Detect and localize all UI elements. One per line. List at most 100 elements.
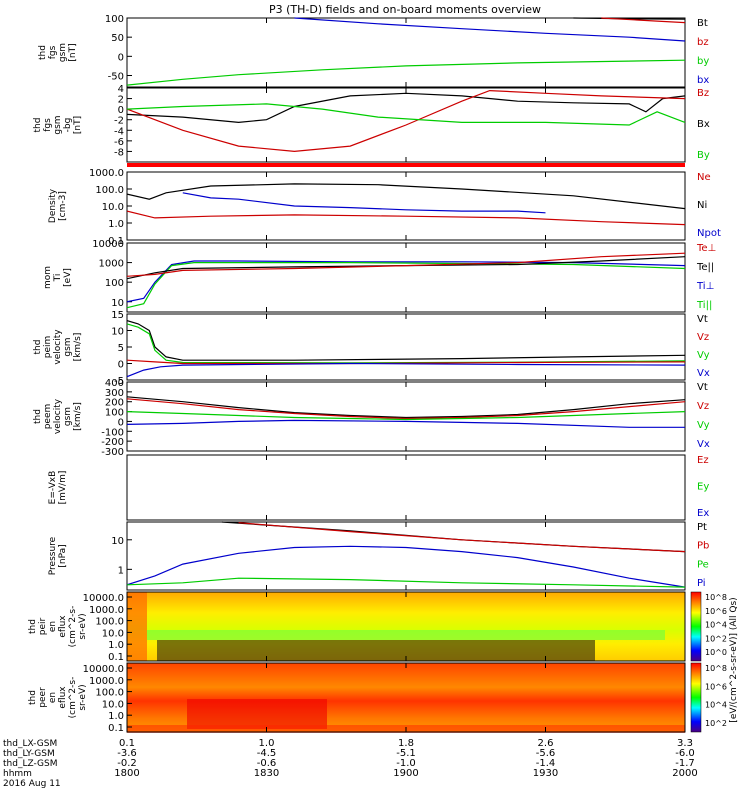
colorbar-scale bbox=[690, 591, 702, 662]
series-line-Bt bbox=[573, 17, 686, 20]
spectrogram-band bbox=[127, 592, 147, 661]
legend-entry: Bt bbox=[697, 18, 708, 29]
y-tick-label: 100.0 bbox=[95, 185, 124, 196]
y-tick-label: 0.1 bbox=[108, 236, 124, 247]
colorbar-scale bbox=[690, 662, 702, 733]
legend-entry: Pi bbox=[697, 578, 706, 589]
y-axis-label: eflux bbox=[58, 615, 68, 638]
legend-entry: Ey bbox=[697, 482, 709, 493]
legend-entry: bx bbox=[697, 75, 709, 86]
y-tick-label: 10 bbox=[111, 536, 124, 547]
ephemeris-value: -5.1 bbox=[396, 748, 416, 759]
series-line-Pb bbox=[238, 522, 686, 553]
ephemeris-value: -1.0 bbox=[396, 758, 416, 769]
series-line-Vz bbox=[126, 398, 686, 420]
legend-entry: Vy bbox=[697, 350, 710, 361]
spectrogram-band bbox=[147, 630, 665, 640]
y-axis-label: (cm^2-s- bbox=[68, 677, 78, 719]
colorbar-1: 10^8 10^6 10^4 10^2 10^0 bbox=[690, 591, 727, 662]
y-tick-label: 100 bbox=[105, 408, 124, 419]
panel-3: 1000.0 100.0 10.0 1.0 0.1 Density [cm-3] Ne Ni Np… bbox=[48, 168, 721, 247]
panel-2: 420-2-4-6-8 thd fgs gsm -bg [nT] Bz Bx By bbox=[33, 84, 710, 167]
y-tick-label: 400 bbox=[105, 378, 124, 389]
legend-entry: Ne bbox=[697, 172, 711, 183]
legend-entry: Ni bbox=[697, 200, 707, 211]
date-label: 2016 Aug 11 bbox=[3, 779, 61, 789]
y-axis-label: (cm^2-s- bbox=[68, 606, 78, 648]
y-tick-label: 10 bbox=[111, 327, 124, 338]
y-tick-label: 1000.0 bbox=[89, 605, 124, 616]
panel-frame bbox=[126, 171, 686, 241]
y-tick-label: 10.0 bbox=[102, 202, 124, 213]
ephemeris-value: 0.1 bbox=[119, 738, 135, 749]
y-axis-label: thd bbox=[38, 45, 48, 60]
series-line-Bx bbox=[126, 92, 686, 124]
ephemeris-value: 1900 bbox=[393, 768, 418, 779]
colorbar-label: [eV/(cm^2-s-sr-eV)] (All Qs) bbox=[729, 597, 739, 722]
legend-entry: Pt bbox=[697, 522, 707, 533]
y-axis-label: gsm bbox=[63, 407, 73, 426]
ephemeris-value: -1.4 bbox=[536, 758, 556, 769]
colorbar-2: 10^8 10^6 10^4 10^2 bbox=[690, 662, 727, 733]
series-line-Te⊥ bbox=[126, 252, 686, 277]
colorbar-tick-label: 10^6 bbox=[705, 682, 727, 691]
y-tick-label: -100 bbox=[101, 427, 124, 438]
y-axis-label: peim bbox=[43, 336, 53, 359]
y-axis-label: sr-eV) bbox=[78, 684, 88, 710]
y-tick-label: 1 bbox=[118, 565, 124, 576]
y-axis-label: thd bbox=[33, 118, 43, 133]
y-axis-label: sr-eV) bbox=[78, 613, 88, 639]
y-tick-label: 10000 bbox=[92, 239, 124, 250]
y-axis-label: Density bbox=[48, 188, 58, 223]
legend-entry: By bbox=[697, 150, 710, 161]
y-axis-label: mom bbox=[43, 266, 53, 289]
ephemeris-label: thd_LY-GSM bbox=[3, 749, 55, 759]
ephemeris-value: -4.5 bbox=[257, 748, 277, 759]
panel-frame bbox=[126, 381, 686, 452]
y-axis-label: fgs bbox=[43, 118, 53, 132]
y-axis-label: velocity bbox=[53, 329, 63, 365]
panel-8: 10 1 Pressure [nPa] Pt Pb Pe Pi bbox=[48, 521, 709, 591]
y-tick-label: -300 bbox=[101, 447, 124, 458]
series-line-Ni bbox=[126, 183, 686, 210]
ephemeris-value: 2000 bbox=[672, 768, 697, 779]
y-axis-label: velocity bbox=[53, 398, 63, 434]
series-line-Vx bbox=[126, 362, 686, 378]
y-axis-label: en bbox=[48, 621, 58, 632]
colorbar-tick-label: 10^4 bbox=[705, 621, 727, 630]
series-line-Te|| bbox=[126, 256, 686, 280]
y-axis-label: peir bbox=[38, 617, 48, 635]
y-axis-label: gsm bbox=[58, 43, 68, 62]
y-tick-label: 10.0 bbox=[102, 628, 124, 639]
y-tick-label: 0 bbox=[118, 417, 124, 428]
y-tick-label: 10000.0 bbox=[83, 593, 124, 604]
panel-frame bbox=[126, 521, 686, 591]
plot-title: P3 (TH-D) fields and on-board moments ov… bbox=[269, 3, 541, 16]
y-axis-label: fgs bbox=[48, 45, 58, 59]
legend-entry: Vz bbox=[697, 401, 709, 412]
y-tick-label: 200 bbox=[105, 398, 124, 409]
y-axis-label: [nPa] bbox=[58, 544, 68, 567]
y-axis-label: Ti bbox=[53, 274, 63, 283]
y-tick-label: -2 bbox=[114, 116, 124, 127]
panel-4: 10000 1000 100 10 mom Ti [eV] Te⊥ Te|| Ti⊥ Ti|| bbox=[43, 239, 716, 313]
colorbar-tick-label: 10^6 bbox=[705, 607, 727, 616]
colorbar-tick-label: 10^8 bbox=[705, 664, 727, 673]
ephemeris-value: -6.0 bbox=[675, 748, 695, 759]
legend-entry: Vt bbox=[697, 314, 708, 325]
y-tick-label: 50 bbox=[111, 33, 124, 44]
y-tick-label: 0 bbox=[118, 360, 124, 371]
ephemeris-value: 2.6 bbox=[538, 738, 554, 749]
series-line-bz bbox=[601, 17, 686, 24]
series-line-By bbox=[126, 103, 686, 126]
y-tick-label: 10.0 bbox=[102, 699, 124, 710]
series-line-Vy bbox=[126, 411, 686, 421]
panel-7: E=-VxB [mV/m] Ez Ey Ex bbox=[48, 454, 709, 521]
ephemeris-value: 3.3 bbox=[677, 738, 693, 749]
y-tick-label: 100.0 bbox=[95, 688, 124, 699]
y-axis-label: [km/s] bbox=[73, 402, 83, 431]
y-tick-label: -5 bbox=[114, 376, 124, 387]
